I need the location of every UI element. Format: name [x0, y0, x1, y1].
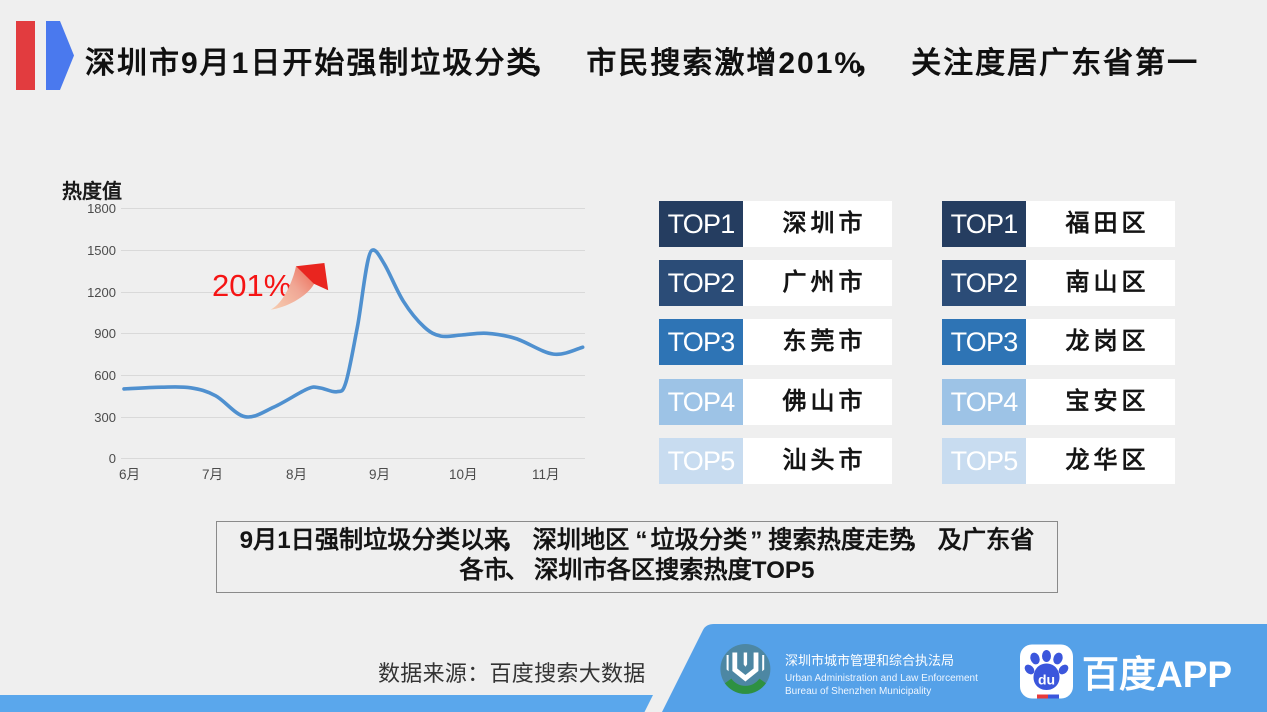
svg-text:du: du: [1038, 672, 1055, 688]
svg-text:Bureau of Shenzhen Municipalit: Bureau of Shenzhen Municipality: [785, 686, 931, 697]
svg-text:201%: 201%: [212, 268, 291, 303]
svg-text:百度APP: 百度APP: [1082, 654, 1232, 695]
svg-text:深圳市城市管理和综合执法局: 深圳市城市管理和综合执法局: [785, 653, 954, 668]
svg-text:Urban Administration and Law E: Urban Administration and Law Enforcement: [785, 673, 978, 684]
